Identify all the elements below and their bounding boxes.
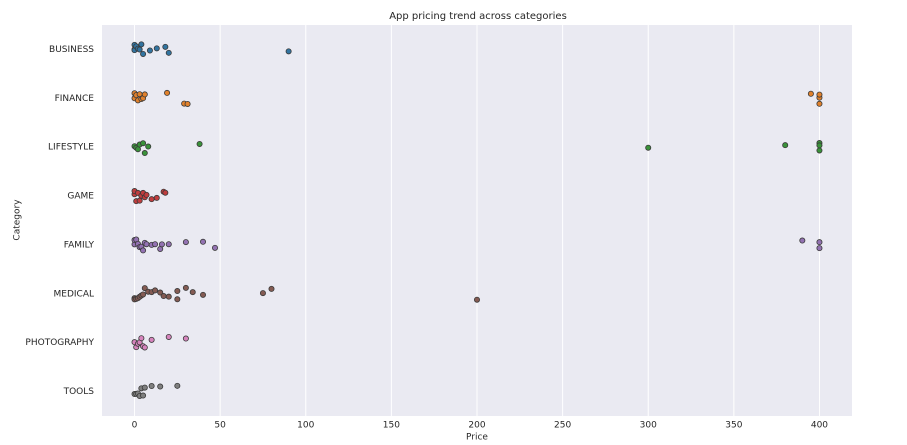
point — [259, 290, 266, 297]
point — [157, 383, 164, 390]
point — [141, 285, 148, 292]
x-tick-label: 50 — [214, 421, 226, 431]
point — [140, 392, 147, 399]
x-tick-label: 0 — [132, 421, 138, 431]
point — [268, 285, 275, 292]
point — [153, 194, 160, 201]
point — [138, 41, 145, 48]
point — [196, 140, 203, 147]
point — [816, 239, 823, 246]
point — [143, 241, 150, 248]
point — [143, 191, 150, 198]
point — [145, 143, 152, 150]
point — [174, 296, 181, 303]
point — [164, 89, 171, 96]
point — [174, 382, 181, 389]
point — [174, 288, 181, 295]
point — [645, 144, 652, 151]
y-tick-label: GAME — [67, 192, 94, 202]
x-tick-label: 100 — [297, 421, 314, 431]
point — [182, 335, 189, 342]
point — [148, 196, 155, 203]
point — [211, 244, 218, 251]
point — [141, 344, 148, 351]
x-tick-label: 250 — [554, 421, 571, 431]
point — [165, 49, 172, 56]
y-tick-label: FINANCE — [55, 94, 95, 104]
point — [152, 287, 159, 294]
grid — [134, 25, 820, 416]
point — [138, 335, 145, 342]
point — [200, 291, 207, 298]
point — [141, 91, 148, 98]
y-tick-label: MEDICAL — [54, 289, 95, 299]
point — [816, 91, 823, 98]
point — [816, 100, 823, 107]
point — [141, 384, 148, 391]
point — [140, 247, 147, 254]
point — [816, 142, 823, 149]
point — [816, 147, 823, 154]
point — [807, 90, 814, 97]
x-tick-label: 350 — [725, 421, 742, 431]
point — [816, 245, 823, 252]
x-tick-label: 150 — [383, 421, 400, 431]
y-tick-label: LIFESTYLE — [48, 143, 94, 153]
point — [148, 336, 155, 343]
x-tick-label: 200 — [468, 421, 485, 431]
point — [165, 293, 172, 300]
point — [799, 237, 806, 244]
marks — [131, 41, 823, 399]
point — [158, 241, 165, 248]
point — [141, 150, 148, 157]
point — [189, 289, 196, 296]
point — [140, 140, 147, 147]
point — [153, 45, 160, 52]
point — [782, 142, 789, 149]
point — [146, 47, 153, 54]
point — [157, 289, 164, 296]
point — [165, 333, 172, 340]
y-tick-label: BUSINESS — [49, 45, 94, 55]
point — [182, 284, 189, 291]
point — [165, 241, 172, 248]
chart-title: App pricing trend across categories — [389, 11, 567, 22]
point — [162, 189, 169, 196]
point — [285, 48, 292, 55]
point — [140, 50, 147, 57]
point — [200, 238, 207, 245]
y-tick-label: PHOTOGRAPHY — [25, 338, 94, 348]
y-axis-label: Category — [13, 199, 23, 241]
point — [148, 383, 155, 390]
point — [182, 239, 189, 246]
point — [184, 100, 191, 107]
point — [162, 43, 169, 50]
y-tick-label: FAMILY — [64, 240, 95, 250]
point — [140, 291, 147, 298]
x-tick-label: 400 — [811, 421, 828, 431]
x-axis-label: Price — [466, 433, 488, 443]
y-tick-label: TOOLS — [63, 387, 95, 397]
point — [473, 296, 480, 303]
point — [160, 293, 167, 300]
point — [152, 241, 159, 248]
x-tick-label: 300 — [640, 421, 657, 431]
point — [136, 46, 143, 53]
point — [136, 197, 143, 204]
